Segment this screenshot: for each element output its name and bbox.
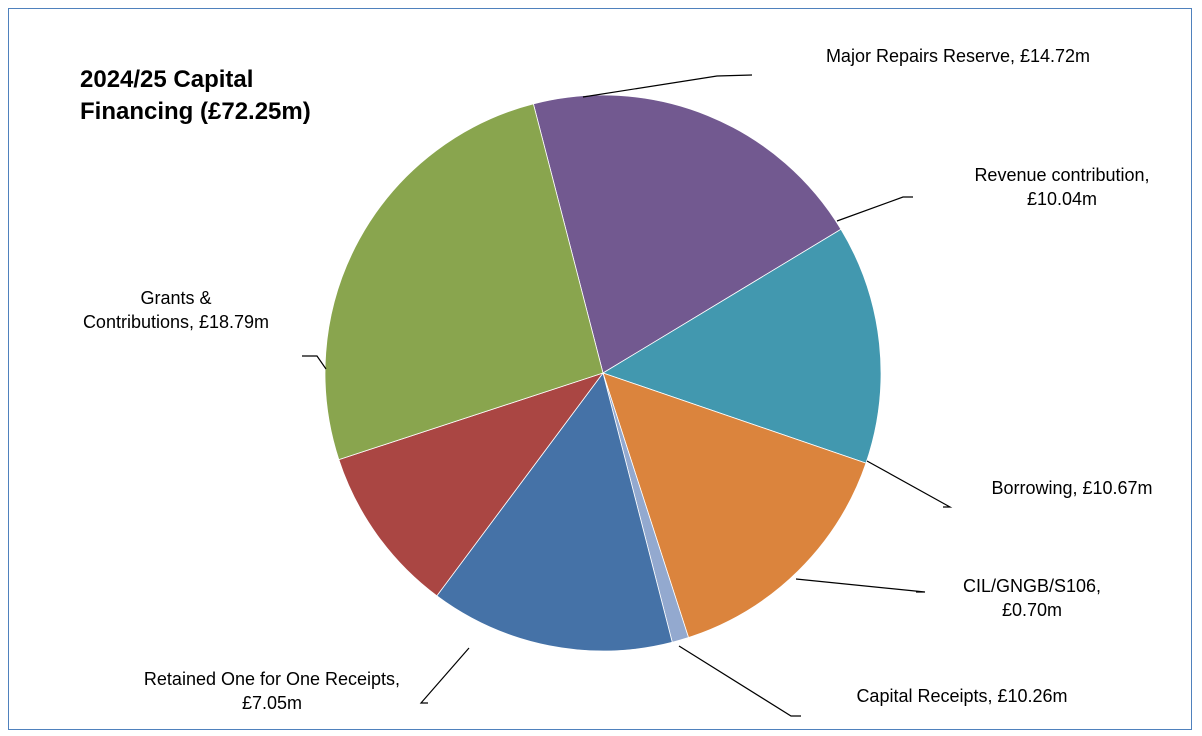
slice-labels: Major Repairs Reserve, £14.72m Revenue co… <box>83 46 1153 713</box>
pie-slice <box>602 228 882 464</box>
slice-label: Borrowing, £10.67m <box>991 478 1152 498</box>
pie-slice <box>324 103 604 461</box>
slice-label: Retained One for One Receipts, £7.05m <box>144 669 400 713</box>
pie-slices <box>324 94 882 652</box>
slice-label: Revenue contribution, £10.04m <box>974 165 1149 209</box>
leader-line <box>795 578 926 593</box>
pie-slice <box>532 94 842 374</box>
leader-line <box>582 74 753 98</box>
slice-label: Major Repairs Reserve, £14.72m <box>826 46 1090 66</box>
leader-line <box>419 647 470 704</box>
slice-label: Grants & Contributions, £18.79m <box>83 288 269 332</box>
leader-lines <box>302 74 953 717</box>
pie-slice <box>338 372 605 597</box>
slice-label: CIL/GNGB/S106, £0.70m <box>963 576 1101 620</box>
chart-title: 2024/25 Capital Financing (£72.25m) <box>80 66 311 125</box>
pie-slice <box>436 372 673 652</box>
chart-frame <box>8 8 1192 730</box>
leader-line <box>678 645 801 717</box>
pie-slice <box>602 372 867 639</box>
slice-label: Capital Receipts, £10.26m <box>856 686 1067 706</box>
leader-line <box>866 460 953 508</box>
leader-line <box>302 355 327 370</box>
leader-line <box>836 196 913 222</box>
